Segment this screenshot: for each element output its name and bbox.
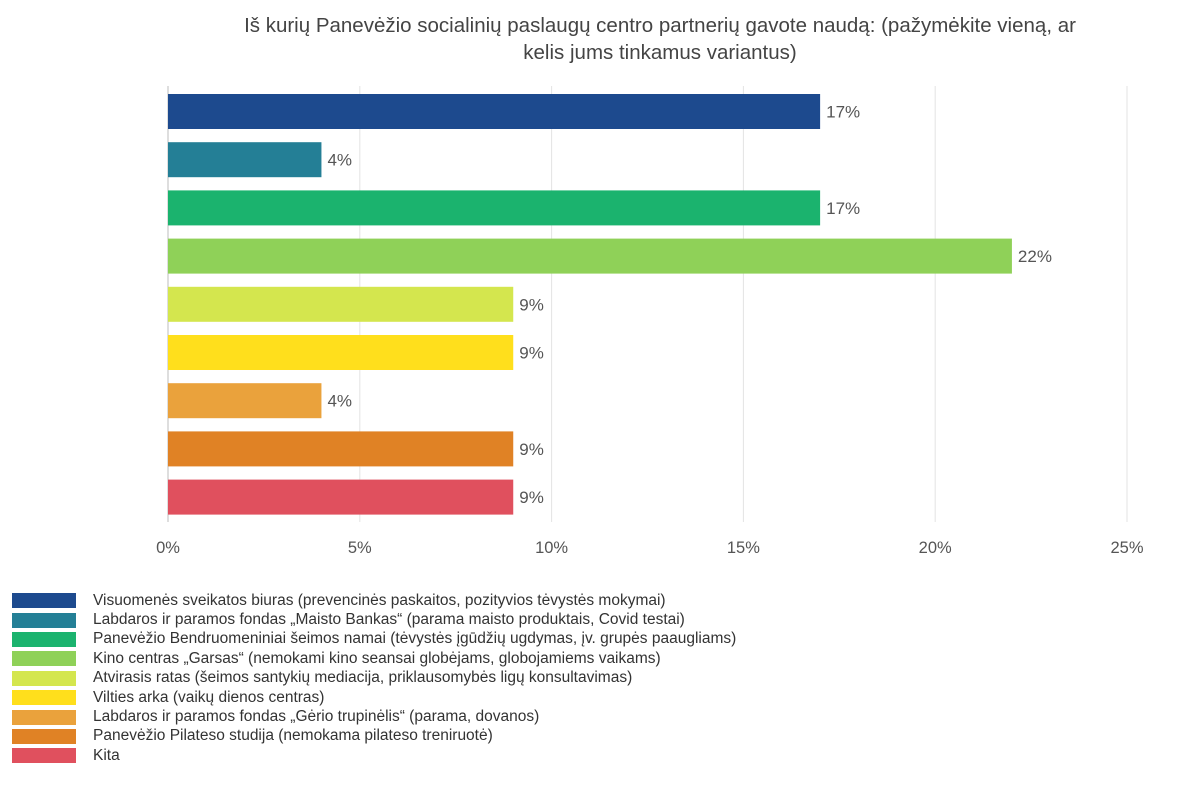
legend-item: Panevėžio Pilateso studija (nemokama pil… [12, 727, 736, 746]
legend-item: Kita [12, 746, 736, 765]
bar-chart-plot: 17% 4% 17% 22% 9% 9% 4% 9% 9% 0% 5% 10% 15% 20% 25% [156, 86, 1144, 557]
legend-label: Labdaros ir paramos fondas „Maisto Banka… [93, 611, 685, 629]
bar [168, 238, 1012, 274]
bar [168, 94, 821, 129]
bar [168, 431, 514, 467]
legend-swatch [12, 631, 76, 647]
legend-label: Vilties arka (vaikų dienos centras) [93, 688, 325, 706]
x-tick-label: 10% [535, 539, 568, 557]
bar [168, 479, 514, 515]
legend-swatch [12, 728, 76, 744]
bar-value-label: 22% [1018, 247, 1052, 266]
legend-item: Atvirasis ratas (šeimos santykių mediaci… [12, 669, 736, 688]
legend-label: Labdaros ir paramos fondas „Gėrio trupin… [93, 708, 540, 726]
legend-swatch [12, 670, 76, 686]
bar [168, 286, 514, 322]
bar [168, 383, 322, 419]
legend-swatch [12, 709, 76, 725]
bar-value-label: 9% [519, 295, 544, 314]
bar-value-label: 17% [826, 103, 860, 122]
legend-item: Panevėžio Bendruomeniniai šeimos namai (… [12, 630, 736, 649]
chart-title: Iš kurių Panevėžio socialinių paslaugų c… [90, 12, 1200, 66]
bar [168, 142, 322, 178]
bar-value-label: 4% [327, 151, 352, 170]
legend-swatch [12, 651, 76, 667]
x-tick-label: 0% [156, 539, 180, 557]
x-tick-label: 15% [727, 539, 760, 557]
x-tick-label: 5% [348, 539, 372, 557]
x-tick-label: 25% [1110, 539, 1143, 557]
legend-swatch [12, 748, 76, 764]
legend-label: Panevėžio Bendruomeniniai šeimos namai (… [93, 630, 737, 648]
bar-value-label: 9% [519, 488, 544, 507]
chart-legend: Visuomenės sveikatos biuras (prevencinės… [12, 591, 736, 766]
legend-item: Visuomenės sveikatos biuras (prevencinės… [12, 591, 736, 610]
legend-swatch [12, 612, 76, 628]
legend-item: Labdaros ir paramos fondas „Maisto Banka… [12, 610, 736, 629]
legend-label: Visuomenės sveikatos biuras (prevencinės… [93, 591, 666, 609]
legend-label: Kino centras „Garsas“ (nemokami kino sea… [93, 649, 661, 667]
bar-value-label: 17% [826, 199, 860, 218]
legend-label: Kita [93, 746, 120, 764]
chart-title-line-1: Iš kurių Panevėžio socialinių paslaugų c… [244, 14, 1076, 37]
bar-value-label: 9% [519, 344, 544, 363]
bar [168, 190, 821, 226]
bar-value-label: 9% [519, 440, 544, 459]
x-tick-label: 20% [919, 539, 952, 557]
bar [168, 335, 514, 370]
legend-label: Panevėžio Pilateso studija (nemokama pil… [93, 727, 493, 745]
legend-swatch [12, 593, 76, 609]
chart-title-line-2: kelis jums tinkamus variantus) [523, 41, 797, 64]
legend-label: Atvirasis ratas (šeimos santykių mediaci… [93, 669, 633, 687]
legend-item: Labdaros ir paramos fondas „Gėrio trupin… [12, 707, 736, 726]
legend-item: Kino centras „Garsas“ (nemokami kino sea… [12, 649, 736, 668]
legend-swatch [12, 690, 76, 706]
legend-item: Vilties arka (vaikų dienos centras) [12, 688, 736, 707]
bar-value-label: 4% [327, 392, 352, 411]
